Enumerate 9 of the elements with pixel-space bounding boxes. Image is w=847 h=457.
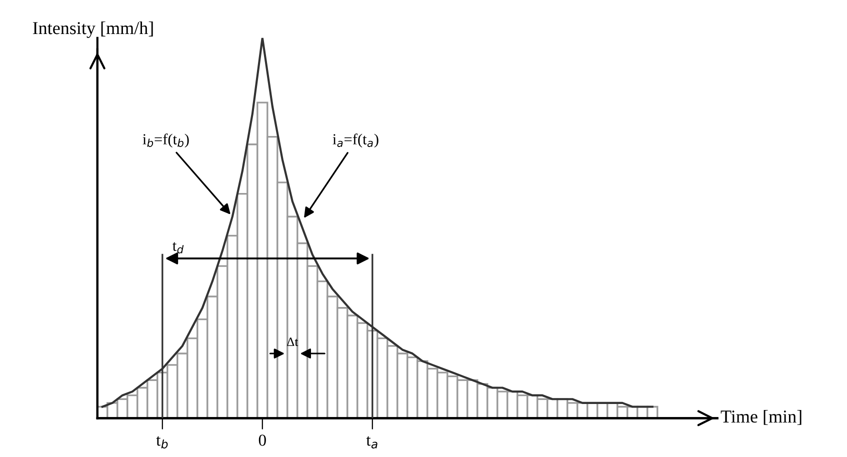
x-tick-label: t$_{a}$ xyxy=(366,436,378,448)
y-axis-title: Intensity [mm/h] xyxy=(32,22,153,38)
annotation: i$_{a}$=f(t$_{a}$) xyxy=(332,134,378,148)
annotation: t$_{d}$ xyxy=(172,242,184,254)
annotation: Δt xyxy=(287,338,298,346)
x-tick-label: t$_{b}$ xyxy=(156,436,168,448)
annotation: i$_{b}$=f(t$_{b}$) xyxy=(142,134,189,148)
x-tick-label: 0 xyxy=(258,434,266,446)
x-axis-title: Time [min] xyxy=(720,410,802,425)
